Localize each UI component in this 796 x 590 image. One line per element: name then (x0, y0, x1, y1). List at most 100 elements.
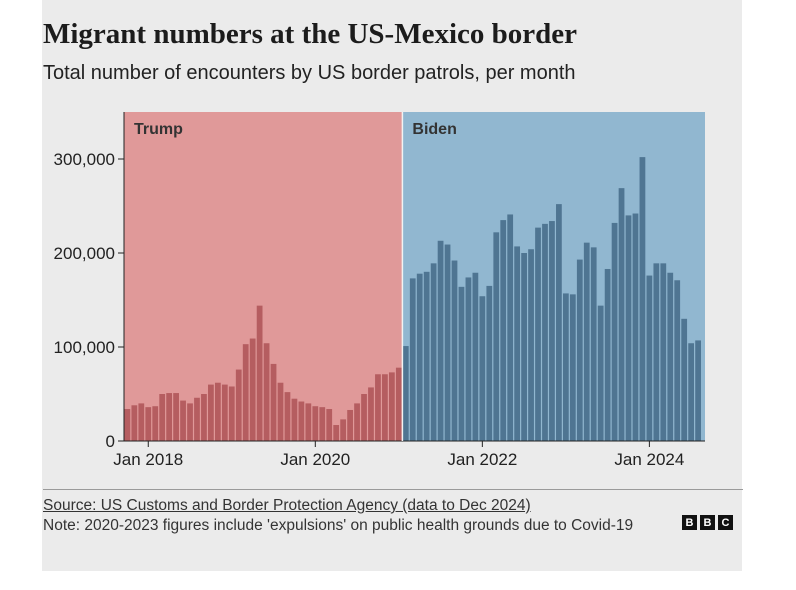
bar-biden-30 (611, 222, 618, 441)
bar-trump-15 (228, 386, 235, 441)
bar-trump-7 (173, 393, 179, 441)
bar-biden-41 (688, 343, 695, 441)
bbc-logo-letter-1: B (682, 515, 697, 530)
bar-trump-33 (354, 403, 360, 441)
bar-trump-31 (340, 419, 347, 441)
bar-trump-0 (124, 409, 131, 441)
bar-trump-37 (382, 374, 388, 441)
bar-biden-10 (472, 272, 479, 441)
period-label-trump: Trump (134, 121, 183, 138)
bar-biden-35 (646, 275, 653, 441)
bbc-logo-letter-2: B (700, 515, 715, 530)
x-tick-label-2: Jan 2022 (447, 450, 517, 469)
bar-trump-4 (152, 406, 159, 441)
bar-biden-42 (695, 340, 701, 441)
period-label-biden: Biden (412, 121, 456, 138)
bar-biden-23 (562, 293, 569, 441)
bar-biden-24 (569, 294, 576, 441)
bar-trump-21 (270, 363, 277, 441)
bar-biden-25 (576, 259, 583, 441)
bar-biden-27 (590, 247, 597, 441)
y-axis: 0 100,000 200,000 300,000 (54, 112, 125, 451)
bar-biden-37 (660, 263, 667, 441)
bar-biden-19 (535, 227, 541, 441)
chart-title: Migrant numbers at the US-Mexico border (43, 18, 577, 50)
bar-trump-1 (131, 405, 138, 441)
bar-biden-5 (437, 240, 444, 441)
bbc-logo-letter-3: C (718, 515, 733, 530)
bar-biden-4 (430, 263, 437, 441)
bar-biden-33 (632, 213, 639, 441)
bar-biden-20 (542, 223, 548, 441)
bar-biden-38 (667, 272, 674, 441)
bar-trump-24 (291, 398, 298, 441)
bar-trump-30 (333, 425, 340, 441)
source-link[interactable]: Source: US Customs and Border Protection… (43, 497, 531, 514)
bar-biden-26 (583, 242, 590, 441)
bar-biden-36 (653, 263, 660, 441)
bar-trump-27 (312, 406, 319, 441)
bar-biden-6 (444, 244, 451, 441)
bar-biden-2 (416, 273, 423, 441)
bar-trump-17 (242, 344, 249, 441)
bar-trump-19 (256, 305, 263, 441)
bar-biden-9 (465, 277, 472, 441)
bar-trump-3 (145, 407, 152, 441)
bar-biden-32 (625, 215, 632, 441)
x-tick-label-1: Jan 2020 (280, 450, 350, 469)
y-tick-label-1: 100,000 (54, 338, 115, 357)
x-tick-label-0: Jan 2018 (113, 450, 183, 469)
bar-biden-29 (604, 268, 611, 441)
bar-trump-34 (361, 394, 367, 441)
bar-biden-22 (556, 204, 562, 441)
bar-biden-13 (493, 232, 500, 441)
y-tick-label-3: 300,000 (54, 150, 115, 169)
bar-trump-13 (214, 382, 221, 441)
bar-trump-6 (166, 393, 173, 441)
footnote: Note: 2020-2023 figures include 'expulsi… (43, 517, 634, 534)
x-tick-label-3: Jan 2024 (614, 450, 684, 469)
bar-trump-12 (208, 384, 214, 441)
bar-biden-12 (486, 285, 493, 441)
trump-period-background (124, 112, 403, 441)
chart-subtitle: Total number of encounters by US border … (43, 62, 576, 84)
bar-trump-22 (277, 382, 284, 441)
bar-trump-23 (284, 392, 291, 441)
bar-biden-14 (500, 220, 507, 441)
bar-trump-5 (159, 394, 166, 441)
bar-biden-17 (521, 253, 527, 441)
bar-trump-16 (235, 369, 242, 441)
bar-trump-8 (180, 400, 186, 441)
bar-trump-39 (395, 367, 402, 441)
bar-biden-21 (549, 221, 555, 441)
y-tick-label-2: 200,000 (54, 244, 115, 263)
bar-biden-7 (451, 260, 458, 441)
bar-biden-39 (674, 280, 681, 441)
bbc-logo: B B C (682, 515, 733, 530)
bar-trump-10 (194, 397, 200, 441)
bar-biden-18 (528, 249, 534, 441)
bar-biden-34 (639, 157, 646, 441)
bar-trump-28 (319, 407, 326, 441)
bar-trump-25 (298, 401, 305, 441)
bar-biden-8 (458, 286, 465, 441)
bar-trump-26 (305, 403, 312, 441)
bar-biden-16 (514, 246, 521, 441)
bar-trump-20 (263, 343, 270, 441)
x-axis: Jan 2018 Jan 2020 Jan 2022 Jan 2024 (113, 440, 705, 469)
footer-divider (43, 489, 743, 490)
bar-trump-36 (375, 374, 381, 441)
bar-trump-38 (388, 372, 395, 441)
bar-biden-15 (507, 214, 514, 441)
y-tick-label-0: 0 (106, 432, 115, 451)
bar-biden-40 (681, 318, 688, 441)
bar-trump-29 (326, 409, 333, 441)
bar-trump-14 (221, 384, 228, 441)
bar-trump-32 (347, 409, 353, 441)
bar-biden-11 (479, 296, 486, 441)
trump-bars (124, 305, 402, 441)
bar-biden-28 (597, 305, 604, 441)
bar-biden-0 (402, 346, 409, 441)
bar-trump-35 (368, 387, 374, 441)
